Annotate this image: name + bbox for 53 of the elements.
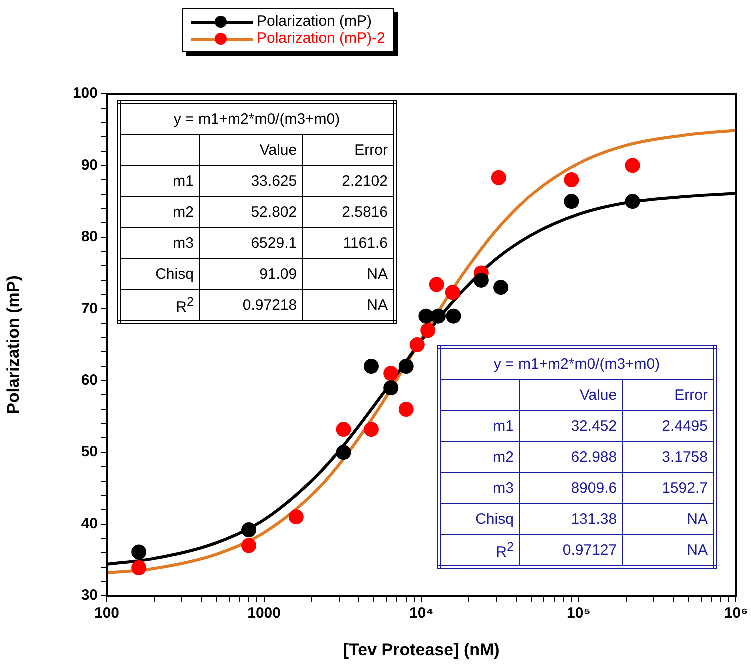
annotation: NA	[622, 504, 715, 534]
y-axis-title: Polarization (mP)	[4, 276, 23, 414]
annotation: 52.802	[199, 196, 303, 228]
y-tick-label: 100	[72, 85, 98, 102]
annotation: 33.625	[199, 166, 303, 196]
x-tick-label: 100	[94, 605, 120, 622]
annotation: NA	[302, 290, 395, 322]
annotation: y = m1+m2*m0/(m3+m0)	[119, 102, 395, 134]
annotation: R$^{2}$	[119, 290, 200, 322]
annotation: Chisq	[439, 504, 520, 534]
annotation: 8909.6	[519, 472, 623, 504]
annotation: y = m1+m2*m0/(m3+m0)	[439, 347, 715, 380]
annotation: 32.452	[519, 410, 623, 442]
annotation: Value	[199, 134, 303, 166]
annotation: 1161.6	[302, 228, 395, 258]
annotation: Error	[302, 134, 395, 166]
annotation: m2	[439, 442, 520, 472]
y-tick-label: 80	[81, 228, 98, 246]
x-tick-label: 10⁵	[567, 605, 591, 622]
y-tick-label: 40	[81, 515, 98, 532]
annotation: Error	[622, 380, 715, 410]
annotation: 2.5816	[302, 196, 395, 228]
annotation: 3.1758	[622, 442, 715, 472]
annotation: 131.38	[519, 504, 623, 534]
annotation: m2	[119, 196, 200, 228]
annotation: R$^{2}$	[439, 534, 520, 567]
annotation: NA	[302, 258, 395, 290]
legend-label: Polarization (mP)-2	[257, 30, 386, 47]
y-tick-label: 50	[81, 444, 98, 461]
annotation: m3	[439, 472, 520, 504]
y-tick-label: 60	[81, 372, 98, 389]
legend-label: Polarization (mP)	[257, 13, 372, 30]
annotation: m1	[439, 410, 520, 442]
annotation: Chisq	[119, 258, 200, 290]
annotation: m3	[119, 228, 200, 258]
annotation: 62.988	[519, 442, 623, 472]
x-tick-label: 1000	[248, 605, 281, 622]
annotation: 6529.1	[199, 228, 303, 258]
x-tick-label: 10⁴	[410, 605, 434, 622]
y-tick-label: 70	[81, 300, 98, 318]
y-tick-label: 90	[81, 156, 98, 174]
x-tick-label: 10⁶	[724, 605, 748, 622]
y-tick-label: 30	[81, 587, 98, 604]
annotation: Value	[519, 380, 623, 410]
annotation: 0.97127	[519, 534, 623, 567]
annotation: 2.4495	[622, 410, 715, 442]
annotation: 2.2102	[302, 166, 395, 196]
x-axis-title: [Tev Protease] (nM)	[343, 640, 500, 660]
annotation: m1	[119, 166, 200, 196]
annotation: 0.97218	[199, 290, 303, 322]
annotation: NA	[622, 534, 715, 567]
annotation: 1592.7	[622, 472, 715, 504]
annotation: 91.09	[199, 258, 303, 290]
